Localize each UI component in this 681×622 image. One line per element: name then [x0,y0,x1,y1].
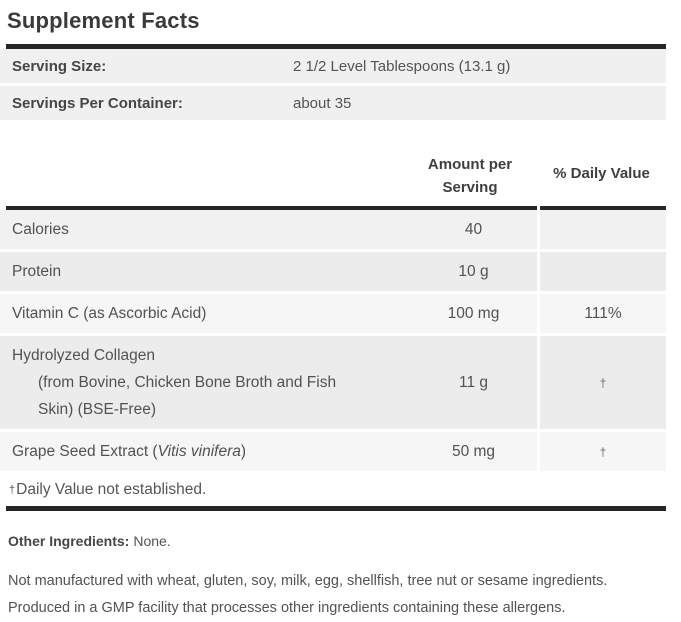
other-ingredients: Other Ingredients: None. [8,533,666,549]
supplement-facts-label: Supplement Facts Serving Size: 2 1/2 Lev… [0,8,666,616]
servings-per-container-label: Servings Per Container: [12,94,183,112]
serving-size-value: 2 1/2 Level Tablespoons (13.1 g) [293,57,511,75]
other-ingredients-value: None. [133,533,171,549]
grape-seed-name-close: ) [240,443,247,460]
grape-seed-latin-name: Vitis vinifera [157,443,241,460]
bottom-rule-bar [6,506,666,511]
mid-rule-right-segment [540,206,666,210]
servings-per-container-row: Servings Per Container: about 35 [0,86,666,120]
nutrient-daily-value-dagger: † [537,432,666,471]
nutrient-name: Vitamin C (as Ascorbic Acid) [12,305,207,322]
table-row-protein: Protein 10 g [0,252,666,291]
nutrient-daily-value-dagger: † [537,336,666,429]
footnote-text: Daily Value not established. [16,480,207,498]
nutrient-daily-value [537,210,666,249]
mid-rule-divider-notch [537,206,540,210]
nutrient-amount: 100 mg [447,304,500,322]
collagen-source-line1: (from Bovine, Chicken Bone Broth and Fis… [38,374,337,391]
table-row-grape-seed-extract: Grape Seed Extract (Vitis vinifera) 50 m… [0,432,666,471]
nutrient-name: Hydrolyzed Collagen (from Bovine, Chicke… [0,336,410,429]
daily-value-footnote: † Daily Value not established. [0,473,666,506]
nutrient-amount: 50 mg [451,442,496,460]
grape-seed-name: Grape Seed Extract ( [12,443,158,460]
table-row-vitamin-c: Vitamin C (as Ascorbic Acid) 100 mg 111% [0,294,666,333]
nutrient-amount: 10 g [458,262,489,280]
top-rule-bar [6,44,666,49]
nutrient-daily-value: 111% [537,294,666,333]
serving-size-label: Serving Size: [12,57,107,75]
table-column-headers: Amount per Serving % Daily Value [0,142,666,206]
table-row-hydrolyzed-collagen: Hydrolyzed Collagen (from Bovine, Chicke… [0,336,666,429]
servings-per-container-value: about 35 [293,94,352,112]
mid-rule-bar [6,206,666,210]
other-ingredients-label: Other Ingredients: [8,533,130,549]
nutrient-amount: 40 [464,220,483,238]
amount-header-line2: Serving [442,179,498,196]
collagen-source-line2: Skin) (BSE-Free) [38,401,156,418]
collagen-name-line: Hydrolyzed Collagen [12,347,156,364]
page-title: Supplement Facts [7,8,200,33]
nutrient-daily-value [537,252,666,291]
nutrient-name: Protein [12,263,62,280]
allergen-note: Not manufactured with wheat, gluten, soy… [8,573,608,616]
mid-rule-left-segment [6,206,537,210]
percent-daily-value-header: % Daily Value [553,165,650,182]
serving-size-row: Serving Size: 2 1/2 Level Tablespoons (1… [0,49,666,83]
amount-header-line1: Amount per [427,156,513,173]
nutrient-amount: 11 g [458,373,489,391]
nutrient-name: Grape Seed Extract (Vitis vinifera) [0,432,410,471]
amount-per-serving-header: Amount per Serving [403,153,537,199]
nutrient-name: Calories [12,221,69,238]
table-row-calories: Calories 40 [0,210,666,249]
